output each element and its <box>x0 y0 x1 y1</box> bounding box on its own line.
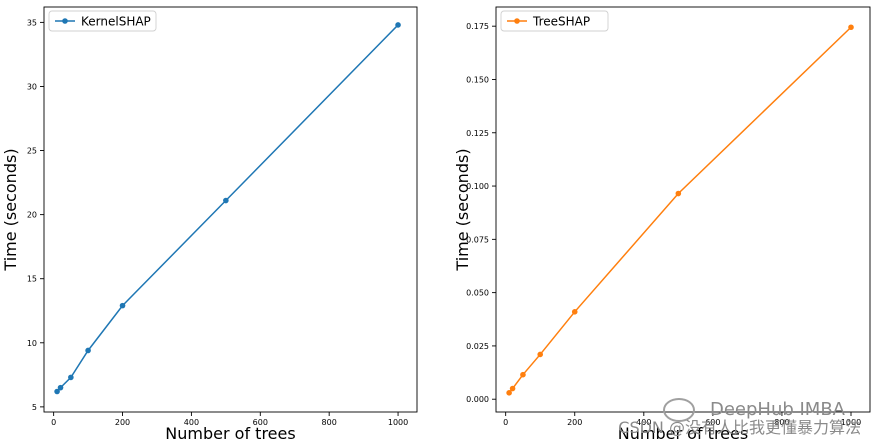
plot-frame <box>495 6 871 413</box>
x-tick-label: 1000 <box>388 418 408 427</box>
series-line <box>508 26 852 394</box>
legend-label: KernelSHAP <box>81 15 151 29</box>
data-point <box>509 385 516 392</box>
data-point <box>68 374 74 381</box>
data-point <box>520 371 526 378</box>
y-tick-label: 35 <box>27 18 37 27</box>
data-point <box>537 351 544 358</box>
chart-panel-2: 0 200 400 600 800 1000 0.000 0.025 0.050 0.075 0.1… <box>453 6 871 443</box>
legend-marker <box>514 18 520 24</box>
y-tick-label: 0.075 <box>466 235 489 244</box>
y-axis-label: Time (seconds) <box>453 148 472 271</box>
series-line <box>56 24 399 392</box>
x-tick-label: 600 <box>705 418 720 427</box>
data-point <box>571 309 578 315</box>
x-tick-label: 800 <box>322 418 337 427</box>
x-tick-label: 400 <box>636 418 651 427</box>
data-point <box>57 384 64 391</box>
x-tick-label: 0 <box>51 418 56 427</box>
data-point <box>85 347 91 354</box>
x-tick-label: 800 <box>774 418 789 427</box>
x-tick-label: 0 <box>503 418 508 427</box>
x-tick-label: 600 <box>253 418 268 427</box>
y-tick-label: 30 <box>27 82 37 91</box>
data-point <box>395 22 401 28</box>
y-tick-label: 10 <box>27 339 37 348</box>
y-tick-label: 5 <box>32 403 37 412</box>
y-tick-label: 0.125 <box>466 129 489 138</box>
y-tick-label: 15 <box>27 275 37 284</box>
y-tick-label: 0.175 <box>466 22 489 31</box>
legend-box <box>500 10 609 32</box>
x-axis-label: Number of trees <box>165 424 295 443</box>
data-point <box>119 302 126 309</box>
data-point <box>54 388 60 395</box>
legend-label: TreeSHAP <box>532 15 590 29</box>
y-tick-label: 0.100 <box>466 182 489 191</box>
data-point <box>848 24 854 31</box>
y-tick-label: 25 <box>27 147 37 156</box>
watermark-main-text: DeepHub IMBA <box>709 399 845 420</box>
watermark-logo-icon <box>663 398 695 422</box>
y-tick-label: 0.150 <box>466 75 489 84</box>
y-axis-label: Time (seconds) <box>1 148 20 271</box>
x-tick-label: 200 <box>115 418 130 427</box>
y-tick-label: 20 <box>27 211 37 220</box>
chart-panel-1: 0 200 400 600 800 1000 5 10 15 20 25 30 35 Number of … <box>1 6 418 443</box>
x-axis-label: Number of trees <box>618 424 748 443</box>
data-point <box>675 190 682 197</box>
data-point <box>506 390 512 396</box>
x-tick-label: 400 <box>184 418 199 427</box>
x-tick-label: 200 <box>567 418 582 427</box>
y-tick-label: 0.025 <box>466 342 489 351</box>
y-tick-label: 0.000 <box>466 395 489 404</box>
legend-box <box>48 10 157 32</box>
data-point <box>223 197 229 204</box>
plot-frame <box>43 6 418 413</box>
legend-marker <box>62 18 68 24</box>
y-tick-label: 0.050 <box>466 289 489 298</box>
watermark-sub-text: CSDN @没有人比我更懂暴力算法 <box>618 418 861 437</box>
x-tick-label: 1000 <box>841 418 861 427</box>
